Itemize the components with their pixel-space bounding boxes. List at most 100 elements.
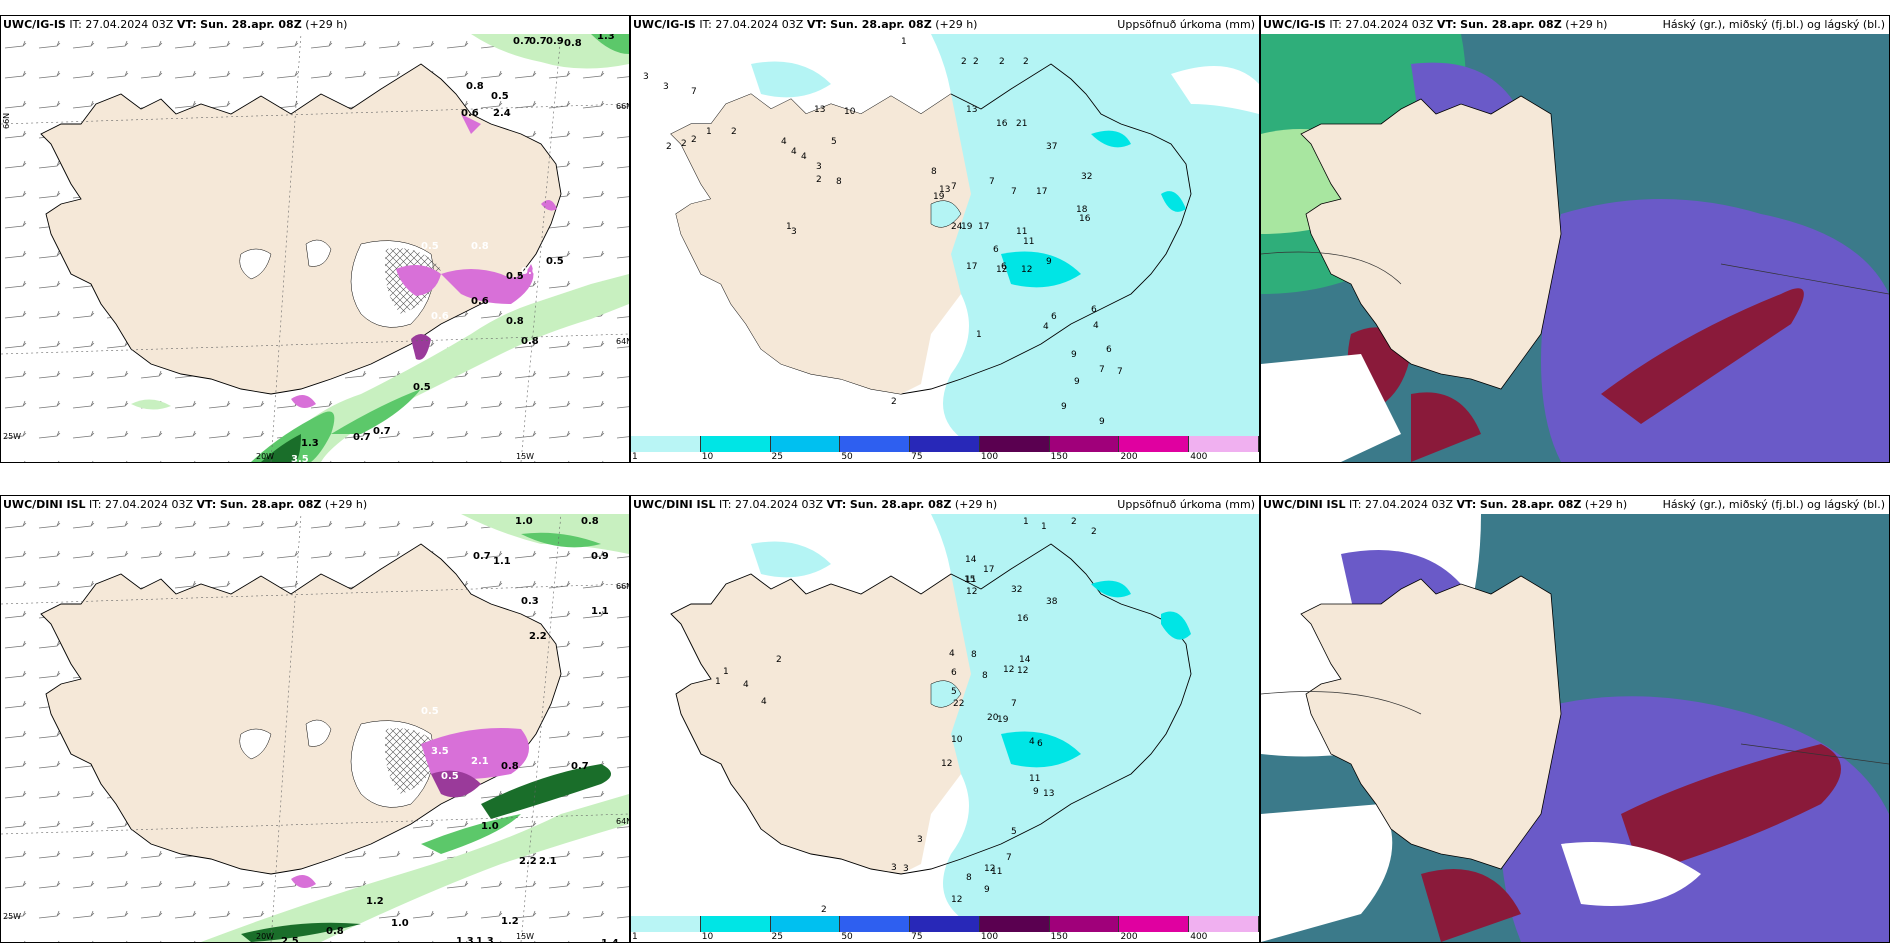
value-label: 7 [1011,187,1017,197]
value-label: 1.1 [493,556,511,567]
value-label: 0.8 [501,761,519,772]
value-label: 0.5 [421,706,439,717]
value-label: 12 [1021,265,1032,275]
value-label: 13 [966,105,977,115]
value-label: 1 [1023,517,1029,527]
value-label: 6 [993,245,999,255]
value-label: 9 [1074,377,1080,387]
precip-colorbar: 1 10 25 50 75 100 150 200 400 [631,436,1259,462]
panel-variable-title: Uppsöfnuð úrkoma (mm) [1117,498,1255,511]
panel-variable-title: Uppsöfnuð úrkoma (mm) [1117,18,1255,31]
lat-label-64n: 64N [616,337,629,346]
value-label: 1.1 [591,606,609,617]
value-label: 11 [1029,774,1040,784]
value-label: 12 [941,759,952,769]
value-label: 6 [1037,739,1043,749]
value-label: 4 [949,649,955,659]
value-label: 13 [814,105,825,115]
wind-precip-map: 66N 66N 64N 20W 15W 25W 0.70.70.90.81.30… [1,34,629,462]
value-label: 9 [1061,402,1067,412]
value-label: 7 [989,177,995,187]
value-label: 2 [961,57,967,67]
colorbar-tick-label: 75 [911,932,923,942]
panel-variable-title: Háský (gr.), miðský (fj.bl.) og lágský (… [1662,18,1885,31]
lon-label-20w: 20W [256,452,274,461]
value-label: 12 [984,864,995,874]
value-label: 17 [978,222,989,232]
value-label: 1 [901,37,907,47]
value-label: 0.7 [373,426,391,437]
value-label: 12 [966,587,977,597]
value-label: 0.8 [506,316,524,327]
value-label: 2 [666,142,672,152]
value-label: 2.5 [281,936,299,942]
value-label: 7 [1117,367,1123,377]
value-label: 0.8 [471,241,489,252]
value-label: 0.5 [546,256,564,267]
value-label: 7 [1099,365,1105,375]
colorbar-tick-label: 1 [632,932,638,942]
colorbar-tick-label: 75 [911,452,923,462]
value-label: 2 [691,135,697,145]
value-label: 1 [1041,522,1047,532]
value-label: 1.3 [597,34,615,42]
value-label: 6 [1051,312,1057,322]
value-label: 0.8 [521,336,539,347]
value-label: 8 [931,167,937,177]
value-label: 38 [1046,597,1058,607]
colorbar-segment [631,436,701,452]
value-label: 0.5 [506,271,524,282]
value-label: 3 [791,227,797,237]
value-label: 12 [1003,665,1014,675]
value-label: 2 [999,57,1005,67]
value-label: 0.5 [413,382,431,393]
cloud-map [1261,34,1889,462]
wind-precip-map: 66N 64N 20W 15W 25W 1.00.80.71.10.90.31.… [1,514,629,942]
value-label: 8 [982,671,988,681]
colorbar-tick-label: 50 [841,452,853,462]
colorbar-segment [910,436,980,452]
value-label: 2 [973,57,979,67]
value-label: 1.3 [456,936,474,942]
value-label: 11 [965,575,976,585]
value-label: 14 [1019,655,1031,665]
value-label: 4 [1043,322,1049,332]
value-label: 10 [844,107,856,117]
value-label: 16 [1079,214,1091,224]
panel-header: UWC/IG-IS IT: 27.04.2024 03Z VT: Sun. 28… [633,18,978,31]
value-label: 1 [715,677,721,687]
colorbar-segment [1119,916,1190,932]
value-label: 4 [761,697,767,707]
value-label: 2 [821,905,827,915]
value-label: 0.6 [431,311,449,322]
value-label: 32 [1081,172,1092,182]
value-label: 8 [836,177,842,187]
value-label: 6 [1091,305,1097,315]
colorbar-segment [840,916,911,932]
colorbar-tick-label: 200 [1120,452,1138,462]
lat-label-66n: 66N [616,582,629,591]
value-label: 15 [964,575,975,585]
colorbar-segment [770,436,841,452]
value-label: 37 [1046,142,1057,152]
value-label: 0.9 [546,36,564,47]
value-label: 11 [991,867,1002,877]
value-label: 2 [1071,517,1077,527]
value-label: 1 [706,127,712,137]
panel-header: UWC/IG-IS IT: 27.04.2024 03Z VT: Sun. 28… [1263,18,1608,31]
value-label: 8 [966,873,972,883]
panel-header: UWC/DINI ISL IT: 27.04.2024 03Z VT: Sun.… [633,498,998,511]
lon-label-15w: 15W [516,452,534,461]
colorbar-tick-label: 25 [771,452,783,462]
value-label: 1.0 [515,516,533,527]
colorbar-segment [910,916,980,932]
value-label: 5 [951,687,957,697]
value-label: 1 [723,667,729,677]
value-label: 4 [781,137,787,147]
precip-value-labels: 1.0 0.80.7 1.1 0.90.31.12.20.53.52.10.50.8 0… [281,516,619,942]
value-label: 1.2 [501,916,519,927]
value-label: 2.4 [493,108,511,119]
